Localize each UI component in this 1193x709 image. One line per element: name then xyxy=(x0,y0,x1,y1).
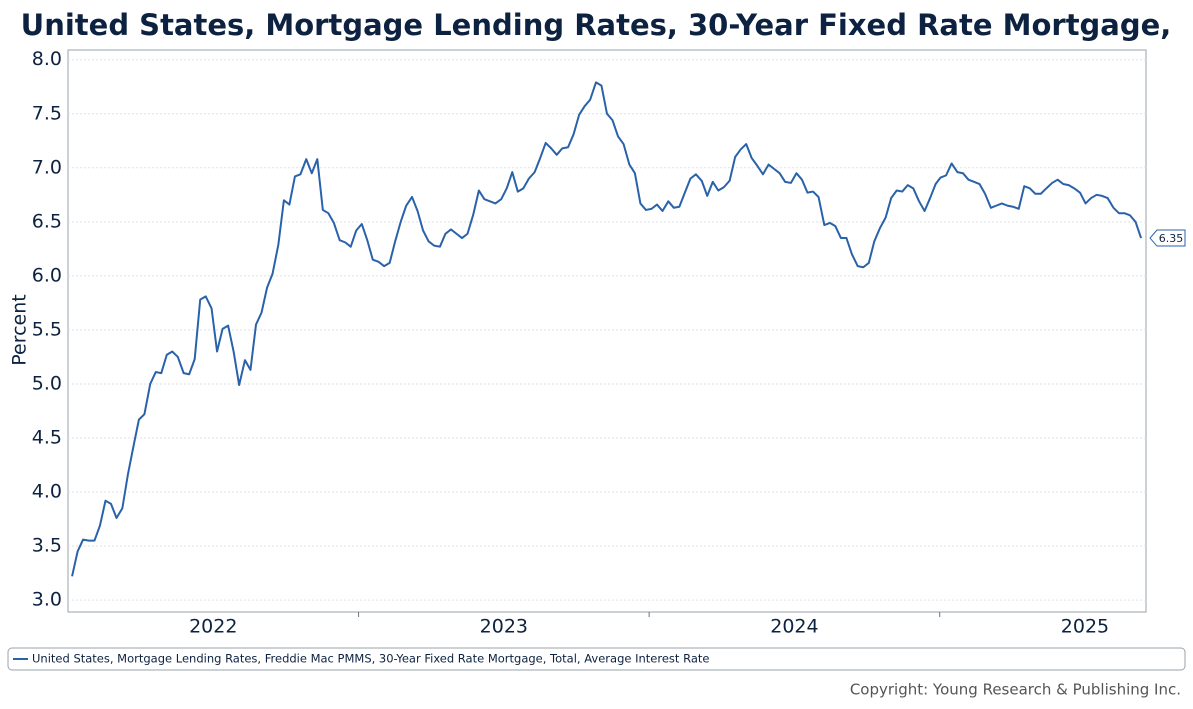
legend-box xyxy=(7,647,1186,671)
y-tick-label: 5.0 xyxy=(32,372,62,394)
y-axis-label: Percent xyxy=(9,294,31,366)
plot-frame xyxy=(67,49,1147,613)
x-tick-label: 2025 xyxy=(1061,616,1109,638)
last-value-label: 6.35 xyxy=(1159,232,1184,245)
legend-label: United States, Mortgage Lending Rates, F… xyxy=(32,652,709,666)
x-tick-label: 2022 xyxy=(189,616,237,638)
chart-title: United States, Mortgage Lending Rates, 3… xyxy=(21,8,1172,42)
y-tick-label: 3.0 xyxy=(32,589,62,611)
y-tick-label: 6.5 xyxy=(32,210,62,232)
x-tick-label: 2024 xyxy=(770,616,818,638)
y-tick-label: 8.0 xyxy=(32,48,62,70)
copyright: Copyright: Young Research & Publishing I… xyxy=(850,681,1181,699)
series-line xyxy=(71,81,1143,577)
y-tick-label: 3.5 xyxy=(32,535,62,557)
y-tick-label: 4.5 xyxy=(32,426,62,448)
x-tick-label: 2023 xyxy=(480,616,528,638)
y-tick-label: 7.0 xyxy=(32,156,62,178)
y-tick-label: 6.0 xyxy=(32,264,62,286)
y-tick-label: 7.5 xyxy=(32,102,62,124)
y-tick-label: 4.0 xyxy=(32,481,62,503)
y-tick-label: 5.5 xyxy=(32,318,62,340)
last-value-box xyxy=(1149,229,1186,247)
